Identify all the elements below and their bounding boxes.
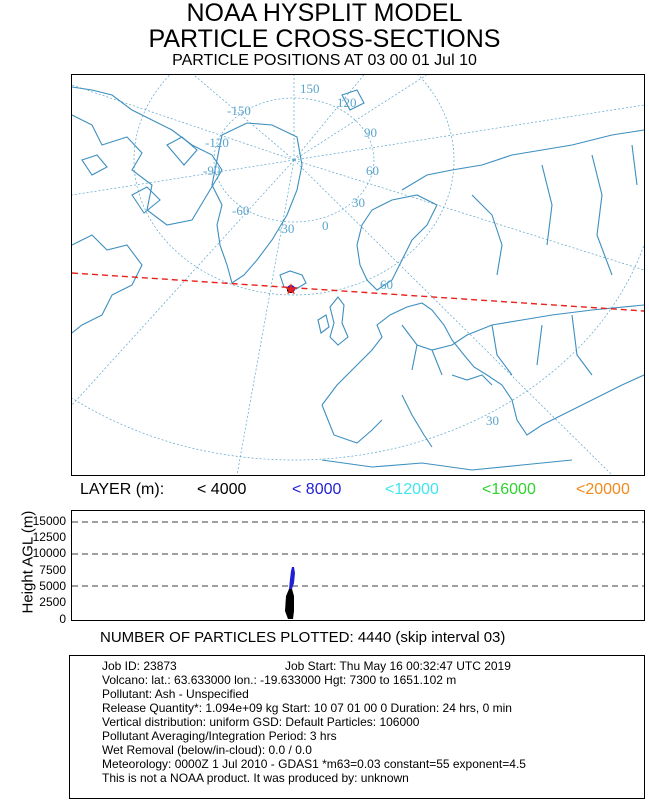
graticule-labels: -150 150 120 90 -120 60 -90 30 -60 0 -30…: [203, 81, 499, 428]
country-borders: [401, 304, 644, 376]
canadian-arctic-coast: [72, 86, 223, 226]
source-star-icon: [285, 283, 297, 295]
meridian-label: -60: [232, 203, 249, 218]
cross-section-line: [72, 272, 644, 312]
meridian: [236, 159, 295, 475]
russia-arctic-coast: [401, 129, 644, 191]
meridian: [293, 75, 365, 161]
graticule: [72, 75, 644, 475]
job-info-box: Job ID: 23873 Job Start: Thu May 16 00:3…: [69, 655, 645, 799]
height-gridlines: [72, 521, 644, 587]
meridian-label: 90: [364, 125, 377, 140]
meteorology-info: Meteorology: 0000Z 1 Jul 2010 - GDAS1 *m…: [102, 757, 526, 771]
y-tick-label: 2500: [39, 595, 66, 609]
meridian-label: -90: [203, 163, 220, 178]
cross-section-svg: [72, 521, 644, 619]
y-tick-label: 0: [59, 612, 66, 626]
map-svg: -150 150 120 90 -120 60 -90 30 -60 0 -30…: [72, 75, 644, 475]
arctic-island: [131, 186, 161, 214]
meridian: [293, 159, 613, 475]
wet-removal: Wet Removal (below/in-cloud): 0.0 / 0.0: [102, 743, 312, 757]
y-tick-label: 7500: [39, 563, 66, 577]
parallel-75-circle: [213, 97, 375, 223]
y-tick-label: 12500: [32, 530, 66, 544]
britain-coast: [329, 296, 349, 346]
parallel-label: 60: [380, 277, 393, 292]
parallel-60-circle: [133, 75, 455, 296]
meridian: [293, 159, 644, 271]
meridian-label: 60: [366, 163, 379, 178]
cross-section-panel: [71, 510, 645, 621]
legend-item-8000: < 8000: [292, 481, 342, 498]
legend-item-20000: <20000: [576, 481, 630, 498]
legend-item-4000: < 4000: [197, 481, 247, 498]
russian-oblast-borders: [471, 144, 638, 276]
meridian: [293, 104, 644, 161]
pollutant-info: Pollutant: Ash - Unspecified: [102, 687, 249, 701]
vertical-distribution: Vertical distribution: uniform GSD: Defa…: [102, 715, 420, 729]
legend-item-16000: <16000: [482, 481, 536, 498]
disclaimer: This is not a NOAA product. It was produ…: [102, 771, 409, 785]
parallel-label: 30: [486, 413, 499, 428]
meridian-label: -30: [277, 221, 294, 236]
meridian: [72, 159, 295, 196]
particles-count: NUMBER OF PARTICLES PLOTTED: 4440 (skip …: [100, 629, 506, 646]
job-id: Job ID: 23873: [102, 659, 177, 673]
y-tick-label: 10000: [32, 546, 66, 560]
volcano-info: Volcano: lat.: 63.633000 lon.: -19.63300…: [102, 673, 457, 687]
ireland-coast: [317, 314, 330, 334]
release-info: Release Quantity*: 1.094e+09 kg Start: 1…: [102, 701, 512, 715]
meridian: [193, 75, 295, 161]
meridian-label: 120: [337, 95, 357, 110]
italy-coast: [401, 394, 433, 448]
map-subtitle: PARTICLE CROSS-SECTIONS: [148, 25, 501, 53]
legend-item-12000: <12000: [385, 481, 439, 498]
arctic-island: [166, 136, 198, 166]
europe-coast: [321, 302, 644, 436]
parallel-30-circle: [72, 75, 644, 461]
black-sea-coast: [451, 374, 493, 386]
scandinavia-coast: [356, 194, 438, 291]
map-title: NOAA HYSPLIT MODEL: [186, 0, 463, 27]
labrador-coast: [72, 234, 143, 334]
y-tick-label: 15000: [32, 514, 66, 528]
particle-positions-time: PARTICLE POSITIONS AT 03 00 01 Jul 10: [172, 52, 477, 69]
greenland-coast: [211, 122, 303, 284]
meridian-label: 0: [322, 218, 329, 233]
iberia-coast: [321, 404, 383, 444]
meridian-label: -150: [227, 103, 251, 118]
particles-below-4000: [285, 589, 294, 619]
meridian-label: -120: [205, 135, 229, 150]
meridian-label: 30: [352, 195, 365, 210]
meridian: [72, 159, 295, 406]
svalbard-coast: [341, 89, 365, 111]
y-tick-label: 5000: [39, 579, 66, 593]
arctic-island: [81, 154, 108, 176]
map-panel: -150 150 120 90 -120 60 -90 30 -60 0 -30…: [71, 74, 645, 476]
legend-prefix: LAYER (m):: [80, 481, 165, 498]
job-start: Job Start: Thu May 16 00:32:47 UTC 2019: [285, 659, 511, 673]
north-africa-coast: [321, 459, 573, 471]
meridian: [293, 75, 428, 161]
particle-column: [285, 567, 295, 619]
particles-below-8000: [289, 567, 295, 589]
meridian-label: 150: [300, 81, 320, 96]
meridian: [72, 84, 295, 161]
averaging-period: Pollutant Averaging/Integration Period: …: [102, 729, 337, 743]
